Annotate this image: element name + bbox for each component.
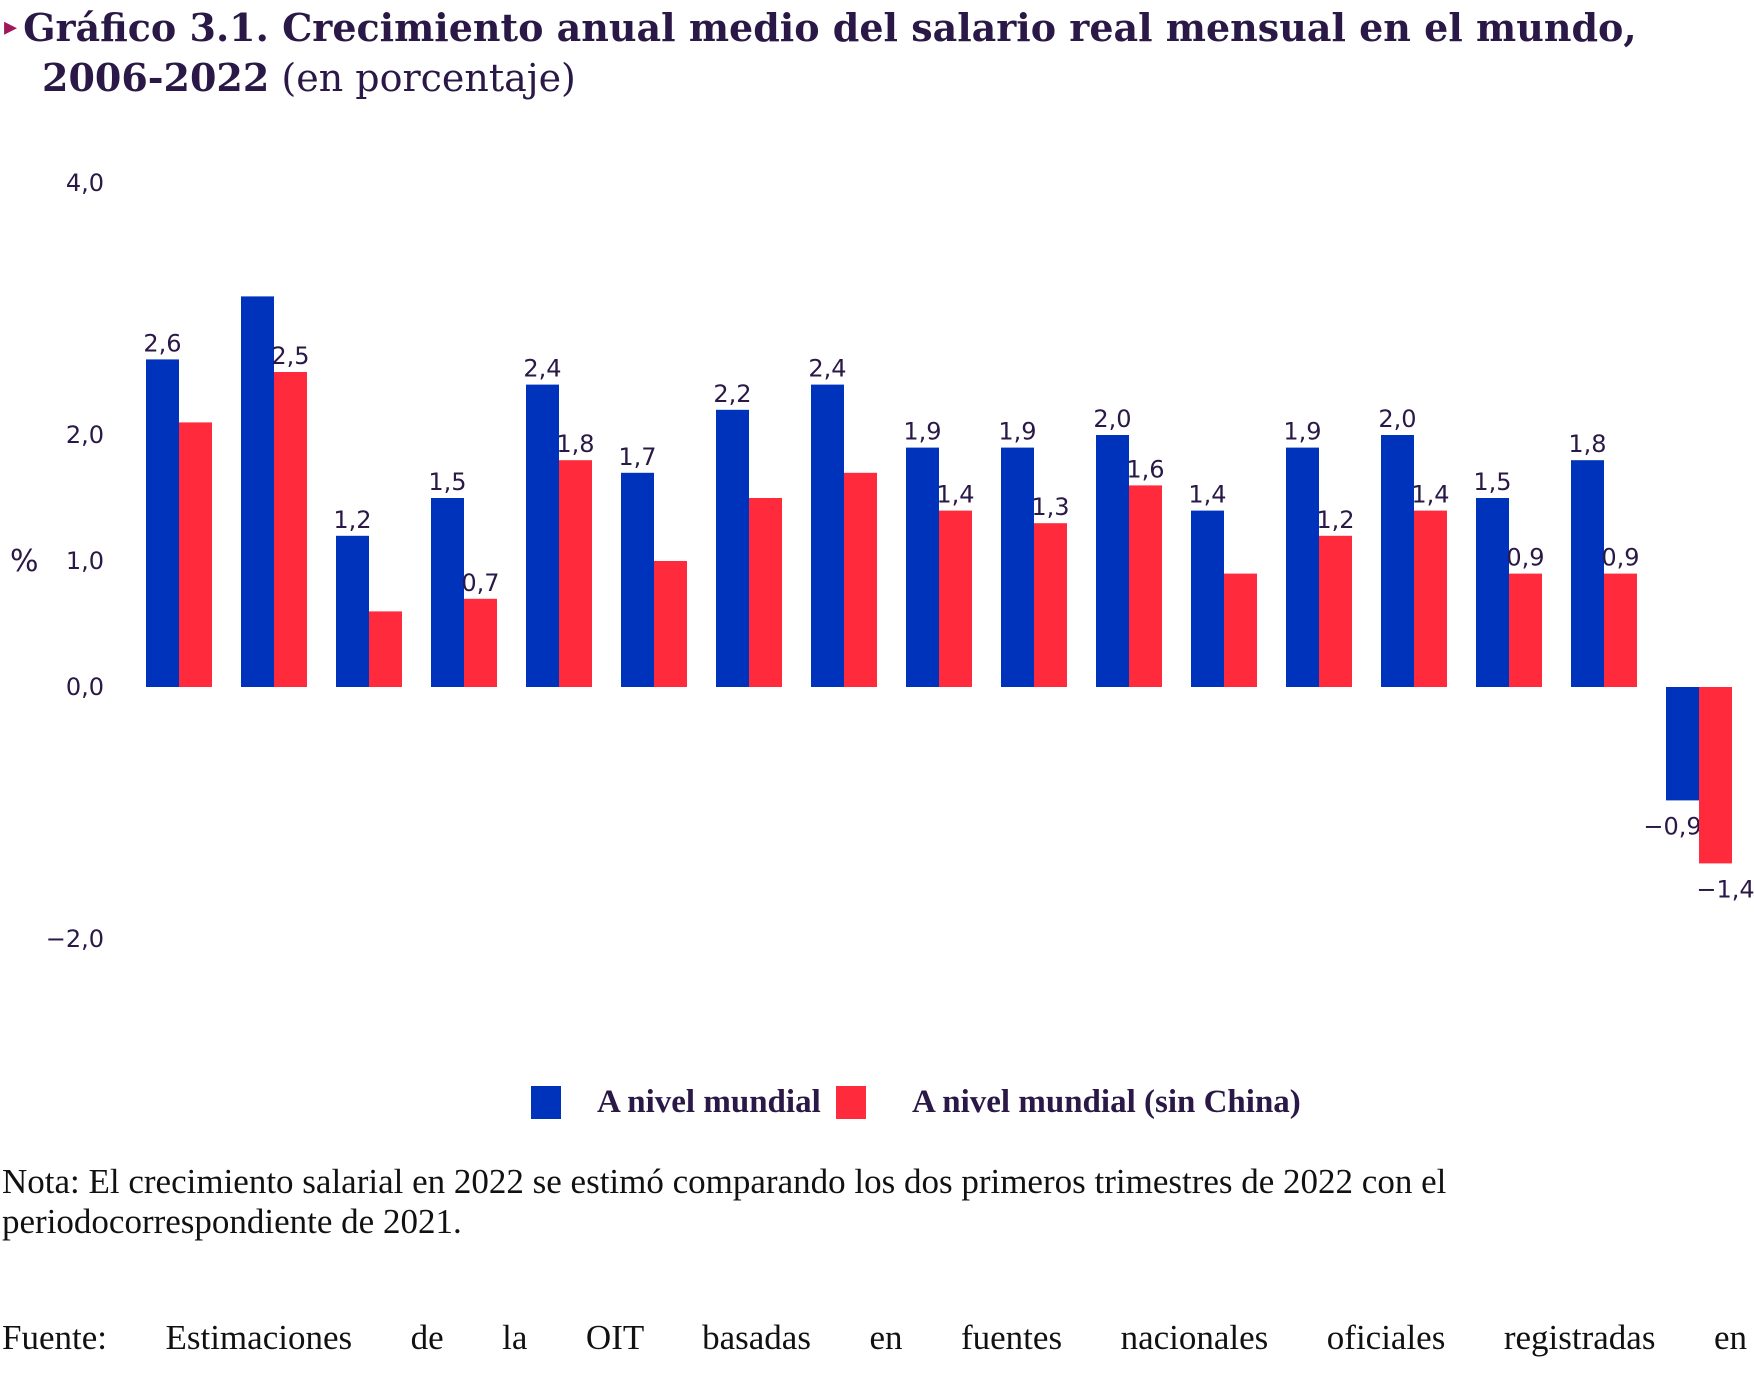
data-label: 1,7 — [618, 443, 656, 471]
data-label: 1,9 — [1283, 418, 1321, 446]
bar-sin-china-2015 — [1034, 523, 1067, 687]
bar-sin-china-2020 — [1509, 573, 1542, 687]
bar-mundial-2021 — [1571, 460, 1604, 687]
bar-sin-china-2019 — [1414, 510, 1447, 687]
data-label: 0,7 — [461, 569, 499, 597]
data-label: 2,0 — [1378, 405, 1416, 433]
bar-mundial-2014 — [906, 447, 939, 687]
title-unit: (en porcentaje) — [269, 56, 576, 100]
data-label: 1,5 — [428, 468, 466, 496]
data-label: 1,2 — [1316, 506, 1354, 534]
y-axis-label: % — [10, 544, 39, 579]
data-label: 2,4 — [808, 355, 846, 383]
bar-mundial-2017 — [1191, 510, 1224, 687]
title-years: 2006-2022 — [42, 55, 270, 100]
bar-mundial-2015 — [1001, 447, 1034, 687]
bar-mundial-2008 — [336, 535, 369, 687]
legend-label-sin-china: A nivel mundial (sin China) — [912, 1083, 1301, 1120]
title-line-1: ▸ Gráfico 3.1. Crecimiento anual medio de… — [4, 2, 1744, 53]
data-label: 1,4 — [1411, 481, 1449, 509]
data-label: 2,2 — [713, 380, 751, 408]
legend-item-mundial: A nivel mundial — [531, 1080, 821, 1124]
bar-sin-china-2022 — [1699, 687, 1732, 864]
data-label: 1,6 — [1126, 455, 1164, 483]
y-tick-label: 0,0 — [66, 673, 104, 701]
bar-sin-china-2021 — [1604, 573, 1637, 687]
bar-mundial-2010 — [526, 384, 559, 687]
bar-mundial-2020 — [1476, 498, 1509, 687]
y-tick-label: −2,0 — [46, 925, 104, 953]
legend-label-mundial: A nivel mundial — [597, 1083, 821, 1120]
data-label: 1,4 — [1188, 481, 1226, 509]
data-label: 1,3 — [1031, 493, 1069, 521]
data-label: 2,6 — [143, 329, 181, 357]
y-tick-label: 1,0 — [66, 547, 104, 575]
bar-sin-china-2009 — [464, 598, 497, 687]
data-label: 1,4 — [936, 481, 974, 509]
data-label: 1,9 — [903, 418, 941, 446]
data-label: 2,5 — [271, 342, 309, 370]
data-label: 1,9 — [998, 418, 1036, 446]
chart-title: ▸ Gráfico 3.1. Crecimiento anual medio de… — [4, 2, 1744, 103]
bar-sin-china-2014 — [939, 510, 972, 687]
data-label: 0,9 — [1601, 544, 1639, 572]
title-line-2: 2006-2022 (en porcentaje) — [4, 53, 1744, 103]
note-text: Nota: El crecimiento salarial en 2022 se… — [2, 1162, 1447, 1241]
y-tick-label: 2,0 — [66, 421, 104, 449]
source-text: Fuente: Estimaciones de la OIT basadas e… — [2, 1318, 1747, 1357]
bar-mundial-2007 — [241, 296, 274, 687]
bar-sin-china-2018 — [1319, 535, 1352, 687]
bar-mundial-2018 — [1286, 447, 1319, 687]
data-label: 1,2 — [333, 506, 371, 534]
chart-legend: A nivel mundial A nivel mundial (sin Chi… — [0, 1080, 1754, 1124]
bar-sin-china-2017 — [1224, 573, 1257, 687]
bar-sin-china-2006 — [179, 422, 212, 687]
title-text: Gráfico 3.1. Crecimiento anual medio del… — [23, 5, 1637, 50]
bar-sin-china-2008 — [369, 611, 402, 687]
bar-mundial-2022 — [1666, 687, 1699, 801]
bar-mundial-2019 — [1381, 435, 1414, 687]
bar-sin-china-2012 — [749, 498, 782, 687]
data-label: −0,9 — [1643, 812, 1701, 840]
data-label: 2,0 — [1093, 405, 1131, 433]
bar-sin-china-2013 — [844, 472, 877, 687]
data-label: 2,4 — [523, 355, 561, 383]
bar-mundial-2013 — [811, 384, 844, 687]
data-label: 0,9 — [1506, 544, 1544, 572]
data-label: 1,8 — [1568, 430, 1606, 458]
legend-swatch-sin-china — [836, 1085, 866, 1119]
bar-mundial-2006 — [146, 359, 179, 687]
legend-swatch-mundial — [531, 1085, 561, 1119]
bar-mundial-2011 — [621, 472, 654, 687]
bar-mundial-2009 — [431, 498, 464, 687]
bar-sin-china-2011 — [654, 561, 687, 687]
bar-chart: 4,0 2,0 1,0 0,0 −2,0% 2,6 2,5 1,2 1,5 0,7 2,4 1,8 1,… — [10, 169, 1754, 953]
data-label: −1,4 — [1696, 875, 1754, 903]
data-label: 1,8 — [556, 430, 594, 458]
bar-mundial-2016 — [1096, 435, 1129, 687]
legend-item-sin-china: A nivel mundial (sin China) — [836, 1080, 1301, 1124]
bar-mundial-2012 — [716, 409, 749, 687]
bar-sin-china-2010 — [559, 460, 592, 687]
title-marker-icon: ▸ — [4, 12, 18, 42]
bar-sin-china-2007 — [274, 372, 307, 687]
y-tick-label: 4,0 — [66, 169, 104, 197]
data-label: 1,5 — [1473, 468, 1511, 496]
bar-sin-china-2016 — [1129, 485, 1162, 687]
